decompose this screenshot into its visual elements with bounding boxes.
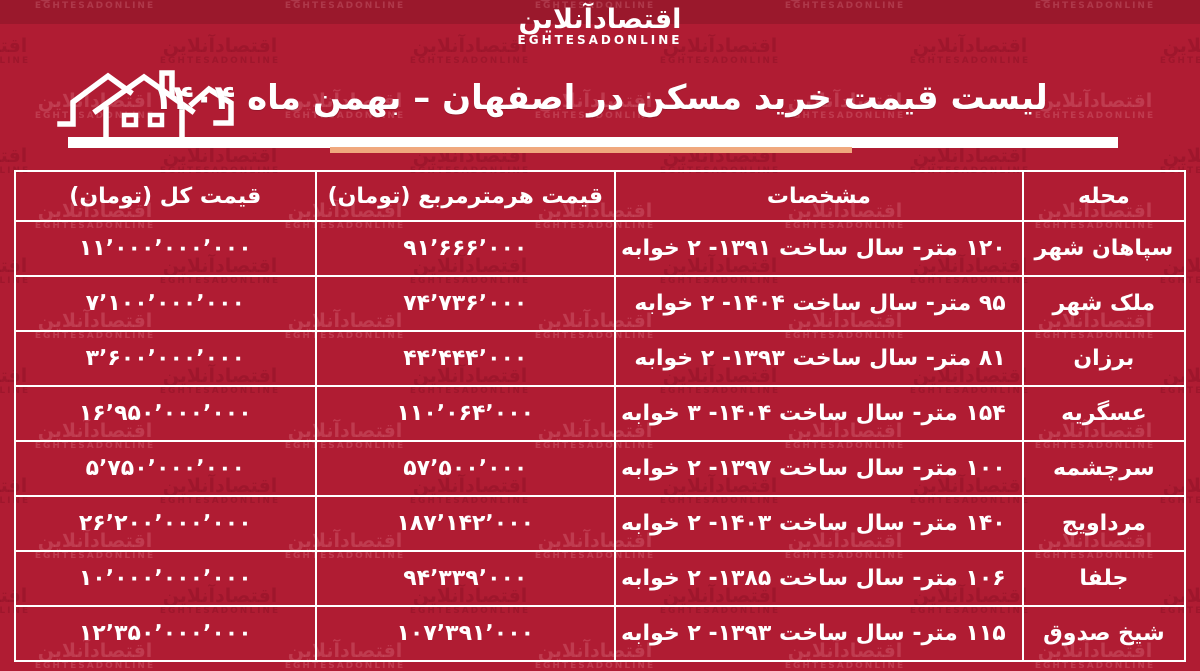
cell-specs: ۸۱ متر- سال ساخت ۱۳۹۳- ۲ خوابه <box>614 330 1024 387</box>
top-shade-band <box>0 0 1200 24</box>
table-row: سپاهان شهر ۱۲۰ متر- سال ساخت ۱۳۹۱- ۲ خواب… <box>14 220 1187 277</box>
brand-name-farsi: اقتصادآنلاین <box>518 4 682 35</box>
cell-neighborhood: جلفا <box>1021 550 1187 607</box>
table-row: ملک شهر ۹۵ متر- سال ساخت ۱۴۰۴- ۲ خوابه ۷۴٬… <box>14 275 1187 332</box>
cell-specs: ۱۵۴ متر- سال ساخت ۱۴۰۴- ۳ خوابه <box>614 385 1024 442</box>
cell-neighborhood: عسگریه <box>1021 385 1187 442</box>
brand-name-latin: EGHTESADONLINE <box>517 33 683 48</box>
title-underline-accent-bar <box>330 147 852 153</box>
cell-neighborhood: برزان <box>1021 330 1187 387</box>
cell-neighborhood: سپاهان شهر <box>1021 220 1187 277</box>
title-underline-bar <box>68 137 1118 148</box>
cell-neighborhood: شیخ صدوق <box>1021 605 1187 662</box>
cell-price-per-meter: ۹۴٬۳۳۹٬۰۰۰ <box>314 550 617 607</box>
cell-price-per-meter: ۴۴٬۴۴۴٬۰۰۰ <box>314 330 617 387</box>
column-header-total-price: قیمت کل (تومان) <box>14 170 317 222</box>
cell-total-price: ۵٬۷۵۰٬۰۰۰٬۰۰۰ <box>14 440 317 497</box>
cell-specs: ۹۵ متر- سال ساخت ۱۴۰۴- ۲ خوابه <box>614 275 1024 332</box>
cell-price-per-meter: ۹۱٬۶۶۶٬۰۰۰ <box>314 220 617 277</box>
cell-total-price: ۱۶٬۹۵۰٬۰۰۰٬۰۰۰ <box>14 385 317 442</box>
table-row: برزان ۸۱ متر- سال ساخت ۱۳۹۳- ۲ خوابه ۴۴٬۴۴… <box>14 330 1187 387</box>
housing-price-table: محله مشخصات قیمت هرمترمربع (تومان) قیمت … <box>14 170 1187 662</box>
cell-neighborhood: سرچشمه <box>1021 440 1187 497</box>
table-row: عسگریه ۱۵۴ متر- سال ساخت ۱۴۰۴- ۳ خوابه ۱۱۰… <box>14 385 1187 442</box>
cell-price-per-meter: ۱۱۰٬۰۶۴٬۰۰۰ <box>314 385 617 442</box>
cell-price-per-meter: ۱۰۷٬۳۹۱٬۰۰۰ <box>314 605 617 662</box>
table-header-row: محله مشخصات قیمت هرمترمربع (تومان) قیمت … <box>14 170 1187 222</box>
cell-price-per-meter: ۵۷٬۵۰۰٬۰۰۰ <box>314 440 617 497</box>
table-header: محله مشخصات قیمت هرمترمربع (تومان) قیمت … <box>14 170 1187 222</box>
column-header-price-per-meter: قیمت هرمترمربع (تومان) <box>314 170 617 222</box>
house-icon <box>57 70 234 140</box>
page-title: لیست قیمت خرید مسکن در اصفهان – بهمن ماه… <box>152 78 1048 118</box>
table-row: مرداویج ۱۴۰ متر- سال ساخت ۱۴۰۳- ۲ خوابه ۱۸… <box>14 495 1187 552</box>
cell-price-per-meter: ۱۸۷٬۱۴۲٬۰۰۰ <box>314 495 617 552</box>
table-row: جلفا ۱۰۶ متر- سال ساخت ۱۳۸۵- ۲ خوابه ۹۴٬۳۳… <box>14 550 1187 607</box>
cell-specs: ۱۰۶ متر- سال ساخت ۱۳۸۵- ۲ خوابه <box>614 550 1024 607</box>
cell-total-price: ۷٬۱۰۰٬۰۰۰٬۰۰۰ <box>14 275 317 332</box>
brand-logo: اقتصادآنلاین EGHTESADONLINE <box>0 4 1200 48</box>
cell-total-price: ۱۲٬۳۵۰٬۰۰۰٬۰۰۰ <box>14 605 317 662</box>
cell-total-price: ۱۱٬۰۰۰٬۰۰۰٬۰۰۰ <box>14 220 317 277</box>
table-row: شیخ صدوق ۱۱۵ متر- سال ساخت ۱۳۹۳- ۲ خوابه ۱… <box>14 605 1187 662</box>
table-body: سپاهان شهر ۱۲۰ متر- سال ساخت ۱۳۹۱- ۲ خواب… <box>14 220 1187 662</box>
cell-specs: ۱۰۰ متر- سال ساخت ۱۳۹۷- ۲ خوابه <box>614 440 1024 497</box>
table-row: سرچشمه ۱۰۰ متر- سال ساخت ۱۳۹۷- ۲ خوابه ۵۷٬… <box>14 440 1187 497</box>
cell-price-per-meter: ۷۴٬۷۳۶٬۰۰۰ <box>314 275 617 332</box>
column-header-neighborhood: محله <box>1021 170 1187 222</box>
cell-specs: ۱۱۵ متر- سال ساخت ۱۳۹۳- ۲ خوابه <box>614 605 1024 662</box>
cell-specs: ۱۴۰ متر- سال ساخت ۱۴۰۳- ۲ خوابه <box>614 495 1024 552</box>
cell-specs: ۱۲۰ متر- سال ساخت ۱۳۹۱- ۲ خوابه <box>614 220 1024 277</box>
cell-total-price: ۲۶٬۲۰۰٬۰۰۰٬۰۰۰ <box>14 495 317 552</box>
cell-neighborhood: ملک شهر <box>1021 275 1187 332</box>
cell-total-price: ۳٬۶۰۰٬۰۰۰٬۰۰۰ <box>14 330 317 387</box>
cell-total-price: ۱۰٬۰۰۰٬۰۰۰٬۰۰۰ <box>14 550 317 607</box>
cell-neighborhood: مرداویج <box>1021 495 1187 552</box>
column-header-specs: مشخصات <box>614 170 1024 222</box>
